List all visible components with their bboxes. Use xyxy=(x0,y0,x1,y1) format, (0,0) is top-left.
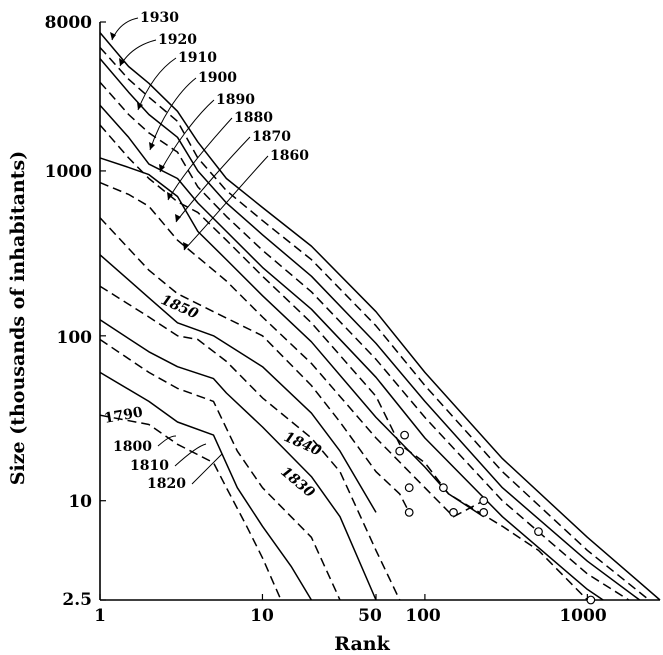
arrowhead-1890 xyxy=(159,164,165,172)
series-line-1810 xyxy=(99,338,341,601)
series-label-1880: 1880 xyxy=(234,110,273,126)
arrowhead-1930 xyxy=(110,32,116,40)
leader-1820 xyxy=(191,453,223,485)
series-line-1800 xyxy=(99,371,313,601)
series-label-1790: 1790 xyxy=(103,404,144,427)
series-label-1810: 1810 xyxy=(130,458,169,474)
open-circle-marker-2 xyxy=(404,483,414,493)
y-tick-label-1000: 1000 xyxy=(45,162,92,182)
series-line-1900 xyxy=(99,81,630,601)
open-circle-marker-1 xyxy=(395,446,405,456)
y-tick-label-10: 10 xyxy=(68,492,92,512)
open-circle-marker-3 xyxy=(404,508,414,517)
series-line-1870 xyxy=(99,157,485,518)
marker-layer xyxy=(395,430,596,605)
open-circle-marker-4 xyxy=(439,483,448,493)
x-tick-label-1: 1 xyxy=(94,606,106,626)
y-tick-label-2-5: 2.5 xyxy=(62,590,92,610)
year-annotations: 1930 1920 1910 1900 1890 1880 1870 1860 … xyxy=(103,10,324,501)
series-line-1910 xyxy=(99,58,641,601)
series-label-1900: 1900 xyxy=(198,70,237,86)
series-line-1890 xyxy=(99,104,604,601)
series-line-1880 xyxy=(99,124,588,601)
x-tick-label-50: 50 xyxy=(358,606,382,626)
leader-1800 xyxy=(157,435,177,447)
arrowhead-1860 xyxy=(183,242,189,250)
series-line-1840 xyxy=(99,254,377,513)
leader-1890 xyxy=(159,99,215,173)
leader-1900 xyxy=(149,77,197,151)
arrowhead-1920 xyxy=(119,58,125,66)
leader-1870 xyxy=(175,136,251,223)
y-tick-label-8000: 8000 xyxy=(45,13,92,33)
series-label-1870: 1870 xyxy=(252,129,291,145)
open-circle-marker-9 xyxy=(586,595,596,605)
series-line-1820 xyxy=(99,319,377,601)
leader-1860 xyxy=(183,155,269,251)
open-circle-marker-8 xyxy=(534,527,543,536)
arrowhead-1880 xyxy=(167,192,173,200)
series-line-1860 xyxy=(99,181,485,518)
series-line-1790 xyxy=(99,414,282,601)
leader-1810 xyxy=(174,443,207,467)
series-label-1850: 1850 xyxy=(158,292,200,323)
series-line-1930 xyxy=(99,32,661,601)
y-tick-label-100: 100 xyxy=(57,328,93,348)
x-tick-label-1000: 1000 xyxy=(559,606,606,626)
y-axis-title: Size (thousands of inhabitants) xyxy=(7,151,29,485)
arrowhead-1910 xyxy=(137,102,143,110)
series-label-1890: 1890 xyxy=(216,92,255,108)
series-layer xyxy=(99,32,661,601)
arrowhead-1900 xyxy=(149,142,155,150)
series-label-1830: 1830 xyxy=(277,464,317,501)
leader-arrowheads xyxy=(110,32,189,250)
leader-1930 xyxy=(111,17,139,41)
series-line-1830 xyxy=(99,285,401,601)
series-label-1920: 1920 xyxy=(158,32,197,48)
series-line-1850 xyxy=(99,217,410,513)
x-axis-title: Rank xyxy=(334,633,390,655)
series-line-1920 xyxy=(99,46,650,601)
open-circle-marker-7 xyxy=(479,508,489,517)
open-circle-marker-6 xyxy=(479,496,489,506)
series-label-1800: 1800 xyxy=(113,439,152,455)
open-circle-marker-0 xyxy=(400,430,410,440)
x-tick-label-100: 100 xyxy=(405,606,441,626)
series-label-1930: 1930 xyxy=(140,10,179,26)
arrowhead-1870 xyxy=(175,214,181,222)
series-label-1860: 1860 xyxy=(270,148,309,164)
series-label-1910: 1910 xyxy=(178,50,217,66)
x-tick-label-10: 10 xyxy=(250,606,274,626)
leader-1880 xyxy=(167,117,233,201)
series-label-1840: 1840 xyxy=(281,429,323,460)
leader-1910 xyxy=(137,57,177,111)
open-circle-marker-5 xyxy=(449,508,458,517)
series-label-1820: 1820 xyxy=(147,476,186,492)
